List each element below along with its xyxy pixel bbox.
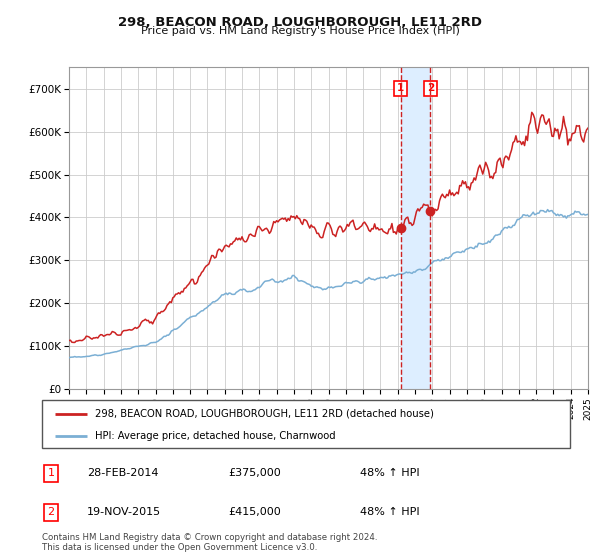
Text: HPI: Average price, detached house, Charnwood: HPI: Average price, detached house, Char… — [95, 431, 335, 441]
Bar — [401, 67, 430, 389]
Text: 2: 2 — [427, 83, 434, 93]
Text: Price paid vs. HM Land Registry's House Price Index (HPI): Price paid vs. HM Land Registry's House … — [140, 26, 460, 36]
Text: 2: 2 — [47, 507, 55, 517]
Text: 298, BEACON ROAD, LOUGHBOROUGH, LE11 2RD (detached house): 298, BEACON ROAD, LOUGHBOROUGH, LE11 2RD… — [95, 409, 434, 419]
Text: Contains HM Land Registry data © Crown copyright and database right 2024.: Contains HM Land Registry data © Crown c… — [42, 533, 377, 542]
Text: 1: 1 — [397, 83, 404, 93]
Text: 298, BEACON ROAD, LOUGHBOROUGH, LE11 2RD: 298, BEACON ROAD, LOUGHBOROUGH, LE11 2RD — [118, 16, 482, 29]
Text: 48% ↑ HPI: 48% ↑ HPI — [360, 507, 419, 517]
Text: This data is licensed under the Open Government Licence v3.0.: This data is licensed under the Open Gov… — [42, 543, 317, 552]
Text: 19-NOV-2015: 19-NOV-2015 — [87, 507, 161, 517]
Text: £415,000: £415,000 — [228, 507, 281, 517]
Text: 48% ↑ HPI: 48% ↑ HPI — [360, 468, 419, 478]
Text: £375,000: £375,000 — [228, 468, 281, 478]
Text: 1: 1 — [47, 468, 55, 478]
Text: 28-FEB-2014: 28-FEB-2014 — [87, 468, 158, 478]
